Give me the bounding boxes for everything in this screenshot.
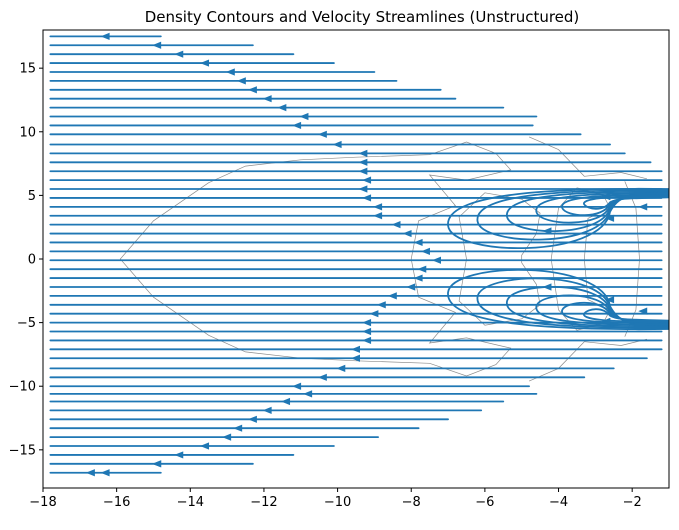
- streamline-arrow-41: [281, 397, 291, 406]
- streamline-arrow-16: [362, 176, 372, 184]
- x-tick-label: −4: [549, 495, 568, 510]
- streamline-arrow-10: [292, 121, 302, 130]
- streamline-arrow-13: [358, 149, 368, 158]
- streamline-arrow-24: [420, 247, 430, 255]
- streamline-arrow-38: [317, 373, 327, 381]
- density-contour-5: [528, 338, 647, 382]
- streamline-arrow-1: [152, 41, 162, 49]
- streamline-arrow-7: [262, 95, 272, 103]
- streamline-arrow-17: [358, 185, 368, 193]
- streamline-arrow-28: [406, 283, 416, 291]
- density-contour-4: [528, 136, 647, 180]
- y-tick-label: −15: [9, 443, 36, 458]
- streamline-arrow-34: [362, 336, 372, 345]
- vortex-1-arrow-0: [601, 317, 611, 325]
- streamline-arrow-30: [376, 301, 386, 309]
- streamline-arrow-45: [222, 433, 232, 441]
- x-tick-label: −10: [324, 495, 351, 510]
- streamline-arrow-9: [299, 112, 309, 121]
- streamline-arrow-3: [200, 59, 210, 67]
- axes: −18 −16 −14 −12 −10 −8 −6 −4 −2 −15 −10 −5 0 5 10 15: [9, 29, 670, 510]
- x-tick-label: −8: [402, 495, 421, 510]
- streamline-arrow-43: [247, 415, 257, 423]
- streamline-arrow-19: [373, 203, 383, 211]
- streamline-arrow-21: [391, 221, 401, 229]
- vortex-1-arrow-3: [638, 307, 648, 315]
- streamline-arrow-32: [362, 319, 372, 327]
- streamline-arrow-35: [351, 345, 360, 353]
- streamline-arrow-36: [351, 354, 360, 362]
- streamline-arrow-46: [200, 442, 210, 450]
- y-tick-label: 15: [19, 62, 36, 77]
- x-tick-label: −6: [475, 495, 494, 510]
- streamline-arrow-14: [358, 158, 368, 166]
- streamline-arrow-44: [233, 424, 243, 432]
- vortex-1-arrow-2: [605, 296, 615, 304]
- streamline-arrow-31: [369, 310, 379, 318]
- extra-arrow-1: [152, 460, 162, 468]
- vortex-0-arrow-0: [601, 193, 611, 201]
- vortex-0-arrow-1: [542, 227, 552, 235]
- density-contour-2: [550, 187, 611, 331]
- streamline-arrow-40: [303, 390, 313, 398]
- streamline-arrow-42: [262, 406, 272, 414]
- chart-title: Density Contours and Velocity Streamline…: [145, 8, 580, 26]
- streamline-arrow-27: [413, 274, 423, 282]
- streamline-arrow-11: [317, 130, 327, 138]
- streamline-arrow-26: [417, 265, 427, 273]
- x-tick-label: −14: [177, 495, 204, 510]
- streamline-arrow-25: [432, 256, 442, 264]
- density-contours: [119, 136, 647, 382]
- vortex-0-arrow-2: [605, 214, 615, 222]
- streamline-arrow-12: [332, 140, 342, 149]
- vortex-0-arrow-3: [638, 203, 648, 211]
- vortex-1-arrow-1: [542, 283, 552, 291]
- streamline-arrow-8: [277, 104, 287, 112]
- y-tick-label: 10: [19, 125, 36, 140]
- streamline-arrow-4: [225, 68, 235, 76]
- density-contour-0: [119, 141, 512, 377]
- streamline-arrow-6: [247, 86, 257, 94]
- y-tick-label: 0: [28, 253, 36, 268]
- streamline-arrow-5: [236, 77, 246, 85]
- streamline-arrow-22: [402, 229, 412, 238]
- vortex-1-loop-5: [583, 308, 669, 323]
- streamline-arrow-49: [100, 469, 110, 477]
- streamline-arrow-37: [336, 364, 346, 373]
- streamline-arrow-2: [174, 50, 184, 58]
- velocity-streamlines: [49, 32, 669, 477]
- streamline-arrow-18: [362, 194, 372, 202]
- streamline-arrow-39: [292, 382, 302, 390]
- x-tick-label: −12: [250, 495, 277, 510]
- y-tick-label: −5: [17, 316, 36, 331]
- streamline-arrow-47: [174, 451, 184, 459]
- y-tick-label: −10: [9, 380, 36, 395]
- x-tick-label: −18: [29, 495, 56, 510]
- y-tick-label: 5: [28, 189, 36, 204]
- streamline-arrow-29: [387, 292, 397, 300]
- streamline-arrow-15: [358, 167, 368, 175]
- streamline-arrow-20: [373, 212, 383, 220]
- streamline-arrow-0: [100, 32, 110, 40]
- streamline-arrow-33: [362, 327, 372, 336]
- extra-arrow-0: [85, 469, 95, 477]
- streamline-arrow-23: [413, 238, 423, 247]
- x-tick-label: −16: [103, 495, 130, 510]
- x-tick-label: −2: [623, 495, 642, 510]
